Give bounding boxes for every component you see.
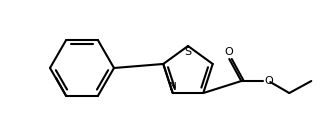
Text: S: S [184,47,191,57]
Text: O: O [224,47,233,57]
Text: N: N [169,82,177,92]
Text: O: O [264,76,273,86]
